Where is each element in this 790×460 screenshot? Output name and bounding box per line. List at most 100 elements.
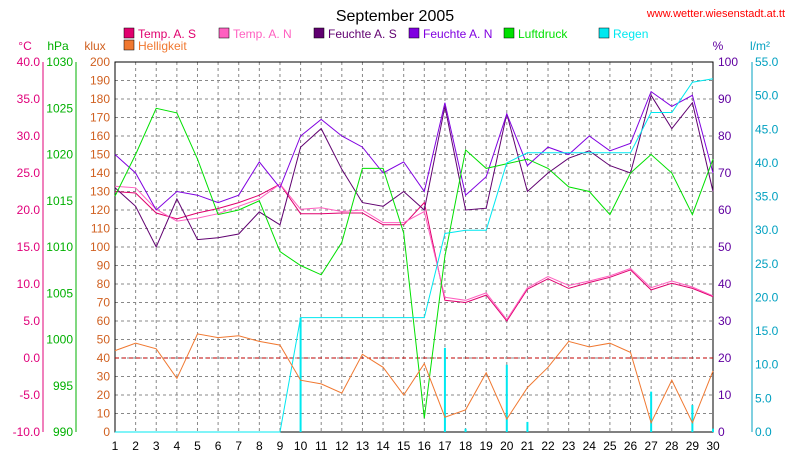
tick-temp: 35.0	[17, 92, 41, 106]
x-tick-label: 22	[541, 439, 555, 453]
tick-light: 10	[97, 407, 111, 421]
tick-temp: -5.0	[19, 388, 40, 402]
tick-temp: 30.0	[17, 129, 41, 143]
legend-label: Luftdruck	[518, 27, 568, 41]
x-tick-label: 23	[562, 439, 576, 453]
tick-humidity: 20	[718, 351, 732, 365]
tick-light: 120	[90, 203, 110, 217]
legend-label: Helligkeit	[138, 39, 187, 53]
x-tick-label: 16	[418, 439, 432, 453]
tick-light: 130	[90, 185, 110, 199]
tick-light: 90	[97, 259, 111, 273]
tick-rain: 5.0	[755, 391, 772, 405]
legend-label: Regen	[613, 27, 648, 41]
x-tick-label: 26	[624, 439, 638, 453]
series-line-feuchte-a-s	[114, 94, 714, 249]
series-line-regen	[115, 78, 714, 433]
tick-temp: -10.0	[13, 425, 41, 439]
tick-light: 170	[90, 111, 110, 125]
source-url: www.wetter.wiesenstadt.at.tt	[646, 8, 785, 20]
tick-rain: 0.0	[755, 425, 772, 439]
axis-unit-temp: °C	[18, 39, 32, 53]
x-tick-label: 10	[294, 439, 308, 453]
tick-light: 100	[90, 240, 110, 254]
x-tick-label: 19	[479, 439, 493, 453]
tick-temp: 15.0	[17, 240, 41, 254]
series-line-temp-a-s	[114, 183, 714, 322]
x-tick-label: 5	[194, 439, 201, 453]
tick-pressure: 1020	[46, 148, 73, 162]
chart-title: September 2005	[336, 8, 454, 25]
tick-pressure: 1005	[46, 286, 73, 300]
legend-label: Temp. A. N	[233, 27, 292, 41]
x-tick-label: 1	[112, 439, 119, 453]
tick-temp: 0.0	[23, 351, 40, 365]
tick-humidity: 100	[718, 55, 738, 69]
tick-light: 110	[91, 222, 110, 236]
tick-rain: 50.0	[755, 89, 779, 103]
legend-label: Feuchte A. N	[423, 27, 492, 41]
x-tick-label: 27	[644, 439, 658, 453]
tick-humidity: 10	[718, 388, 732, 402]
tick-pressure: 1025	[46, 101, 73, 115]
x-tick-label: 17	[438, 439, 452, 453]
x-tick-label: 4	[174, 439, 181, 453]
x-tick-label: 20	[500, 439, 514, 453]
tick-rain: 25.0	[755, 257, 779, 271]
series-line-helligkeit	[114, 333, 714, 425]
tick-light: 80	[97, 277, 111, 291]
tick-humidity: 30	[718, 314, 732, 328]
axis-unit-light: klux	[84, 39, 105, 53]
tick-light: 20	[97, 388, 111, 402]
tick-pressure: 1015	[46, 194, 73, 208]
tick-humidity: 70	[718, 166, 732, 180]
tick-temp: 5.0	[23, 314, 40, 328]
tick-humidity: 60	[718, 203, 732, 217]
legend-swatch	[503, 27, 515, 39]
legend-label: Feuchte A. S	[328, 27, 397, 41]
tick-pressure: 1000	[46, 333, 73, 347]
x-tick-label: 9	[277, 439, 284, 453]
axis-unit-rain: l/m²	[750, 39, 770, 53]
tick-light: 0	[103, 425, 110, 439]
x-tick-label: 14	[376, 439, 390, 453]
legend-swatch	[123, 27, 135, 39]
x-tick-label: 29	[686, 439, 700, 453]
legend-swatch	[408, 27, 420, 39]
tick-light: 60	[97, 314, 111, 328]
tick-rain: 10.0	[755, 358, 779, 372]
tick-rain: 35.0	[755, 190, 779, 204]
x-tick-label: 2	[132, 439, 139, 453]
legend-swatch	[123, 39, 135, 51]
tick-humidity: 80	[718, 129, 732, 143]
tick-light: 40	[97, 351, 111, 365]
x-tick-label: 13	[356, 439, 370, 453]
x-tick-label: 25	[603, 439, 617, 453]
axis-unit-pressure: hPa	[47, 39, 69, 53]
x-tick-label: 7	[235, 439, 242, 453]
tick-rain: 15.0	[755, 324, 779, 338]
tick-light: 30	[97, 370, 111, 384]
tick-humidity: 50	[718, 240, 732, 254]
series-line-temp-a-n	[114, 183, 714, 321]
x-tick-label: 30	[706, 439, 720, 453]
tick-humidity: 0	[718, 425, 725, 439]
tick-light: 160	[90, 129, 110, 143]
tick-rain: 30.0	[755, 223, 779, 237]
tick-light: 200	[90, 55, 110, 69]
x-tick-label: 28	[665, 439, 679, 453]
tick-rain: 20.0	[755, 290, 779, 304]
x-tick-label: 15	[397, 439, 411, 453]
tick-light: 70	[97, 296, 111, 310]
legend-swatch	[313, 27, 325, 39]
tick-pressure: 995	[53, 379, 73, 393]
series-line-luftdruck	[114, 107, 714, 419]
tick-rain: 40.0	[755, 156, 779, 170]
legend-swatch	[598, 27, 610, 39]
tick-light: 50	[97, 333, 111, 347]
tick-rain: 55.0	[755, 55, 779, 69]
tick-light: 150	[90, 148, 110, 162]
x-tick-label: 6	[215, 439, 222, 453]
legend-swatch	[218, 27, 230, 39]
